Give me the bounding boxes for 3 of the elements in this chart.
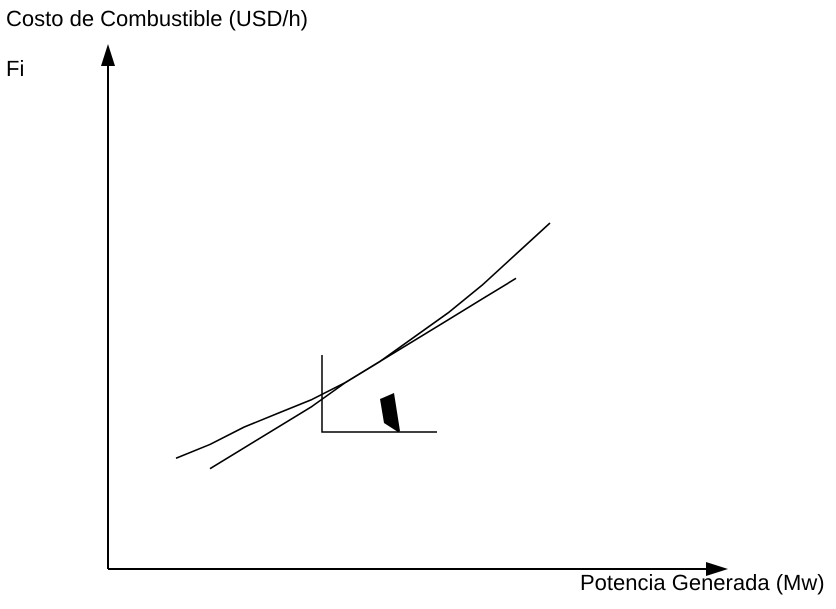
text: Fi: [6, 56, 24, 82]
text: Costo de Combustible (USD/h): [6, 6, 308, 32]
x-axis-title: Potencia Generada (Mw): [580, 570, 825, 596]
